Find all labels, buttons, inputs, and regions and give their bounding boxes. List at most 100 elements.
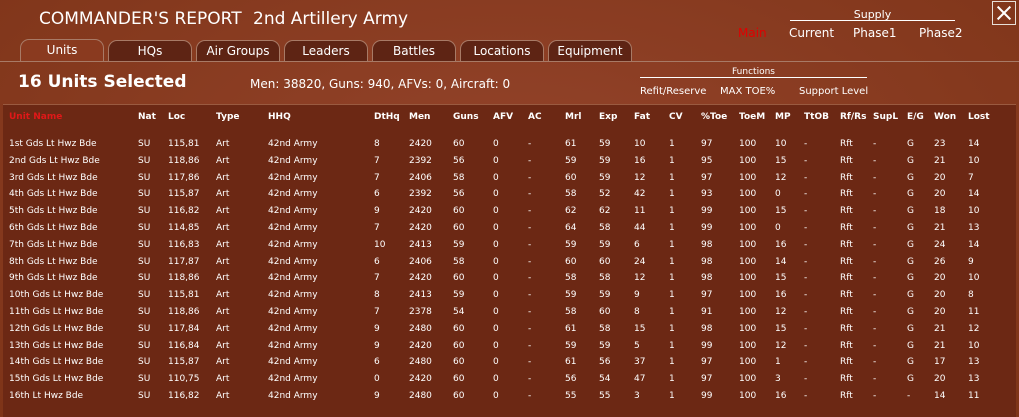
column-header-hhq[interactable]: HHQ bbox=[268, 112, 291, 122]
cell-mp: 12 bbox=[775, 340, 787, 351]
cell-ttob: - bbox=[804, 223, 808, 233]
column-header-men[interactable]: Men bbox=[409, 112, 431, 122]
column-header-dthq[interactable]: DtHq bbox=[374, 112, 400, 122]
cell-lost: 13 bbox=[968, 223, 980, 233]
column-header-nat[interactable]: Nat bbox=[138, 112, 156, 122]
cell-supl: - bbox=[873, 374, 877, 385]
cell-dthq: 7 bbox=[374, 273, 380, 284]
supply-option-current[interactable]: Current bbox=[789, 26, 835, 40]
cell-lost: 8 bbox=[968, 290, 974, 301]
column-header-rf-rs[interactable]: Rf/Rs bbox=[840, 112, 867, 122]
cell-hhq: 42nd Army bbox=[268, 374, 318, 385]
table-row[interactable]: 14th Gds Lt Hwz Bde SU 115,87 Art 42nd Army 6… bbox=[0, 354, 1019, 370]
column-header-type[interactable]: Type bbox=[216, 112, 240, 122]
cell-nat: SU bbox=[138, 323, 151, 334]
column-header-ac[interactable]: AC bbox=[528, 112, 542, 122]
cell-guns: 56 bbox=[453, 189, 465, 200]
supply-option-phase1[interactable]: Phase1 bbox=[853, 26, 897, 40]
column-header-supl[interactable]: SupL bbox=[873, 112, 899, 122]
cell-type: Art bbox=[216, 357, 230, 368]
table-row[interactable]: 3rd Gds Lt Hwz Bde SU 117,86 Art 42nd Army 7 2… bbox=[0, 170, 1019, 186]
tab-leaders[interactable]: Leaders bbox=[284, 40, 368, 61]
column-header-toem[interactable]: ToeM bbox=[739, 112, 766, 122]
supply-option-main[interactable]: Main bbox=[738, 26, 767, 40]
tab-locations[interactable]: Locations bbox=[460, 40, 544, 61]
cell-loc: 110,75 bbox=[168, 374, 200, 385]
supply-option-phase2[interactable]: Phase2 bbox=[919, 26, 963, 40]
close-icon[interactable] bbox=[992, 1, 1016, 25]
table-row[interactable]: 7th Gds Lt Hwz Bde SU 116,83 Art 42nd Army 10… bbox=[0, 237, 1019, 253]
max-toe-button[interactable]: MAX TOE% bbox=[720, 86, 776, 97]
column-header-guns[interactable]: Guns bbox=[453, 112, 479, 122]
cell-lost: 14 bbox=[968, 189, 980, 200]
column-header-cv[interactable]: CV bbox=[669, 112, 683, 122]
cell-toem: 100 bbox=[739, 155, 757, 166]
tab-battles[interactable]: Battles bbox=[372, 40, 456, 61]
cell-loc: 118,86 bbox=[168, 307, 200, 317]
column-header-ttob[interactable]: TtOB bbox=[804, 112, 829, 122]
cell-won: 21 bbox=[934, 340, 946, 351]
column-header-exp[interactable]: Exp bbox=[599, 112, 618, 122]
cell-rf-rs: Rft bbox=[840, 273, 853, 284]
cell-unit-name: 3rd Gds Lt Hwz Bde bbox=[9, 172, 98, 183]
table-row[interactable]: 8th Gds Lt Hwz Bde SU 117,87 Art 42nd Army 6 2… bbox=[0, 254, 1019, 270]
table-row[interactable]: 4th Gds Lt Hwz Bde SU 115,87 Art 42nd Army 6 2… bbox=[0, 186, 1019, 202]
cell-mp: 12 bbox=[775, 172, 787, 183]
cell-loc: 118,86 bbox=[168, 155, 200, 166]
table-row[interactable]: 2nd Gds Lt Hwz Bde SU 118,86 Art 42nd Army 7 2… bbox=[0, 153, 1019, 169]
tab-hqs[interactable]: HQs bbox=[108, 40, 192, 61]
tab-air-groups[interactable]: Air Groups bbox=[196, 40, 280, 61]
cell-hhq: 42nd Army bbox=[268, 223, 318, 233]
column-header-afv[interactable]: AFV bbox=[493, 112, 514, 122]
table-row[interactable]: 10th Gds Lt Hwz Bde SU 115,81 Art 42nd Army 8… bbox=[0, 287, 1019, 303]
cell-cv: 1 bbox=[669, 206, 675, 217]
column-header-won[interactable]: Won bbox=[934, 112, 957, 122]
cell-won: 14 bbox=[934, 391, 946, 401]
column-header-pct-toe[interactable]: %Toe bbox=[701, 112, 728, 122]
cell-loc: 117,87 bbox=[168, 256, 200, 267]
cell-guns: 60 bbox=[453, 357, 465, 368]
column-header-mp[interactable]: MP bbox=[775, 112, 791, 122]
table-row[interactable]: 11th Gds Lt Hwz Bde SU 118,86 Art 42nd Army 7… bbox=[0, 304, 1019, 320]
column-header-fat[interactable]: Fat bbox=[634, 112, 650, 122]
cell-cv: 1 bbox=[669, 290, 675, 301]
column-header-unit-name[interactable]: Unit Name bbox=[9, 112, 63, 122]
cell-won: 21 bbox=[934, 223, 946, 233]
table-row[interactable]: 9th Gds Lt Hwz Bde SU 118,86 Art 42nd Army 7 2… bbox=[0, 270, 1019, 286]
cell-hhq: 42nd Army bbox=[268, 239, 318, 250]
cell-won: 17 bbox=[934, 357, 946, 368]
cell-supl: - bbox=[873, 290, 877, 301]
refit-reserve-button[interactable]: Refit/Reserve bbox=[640, 86, 707, 97]
table-row[interactable]: 12th Gds Lt Hwz Bde SU 117,84 Art 42nd Army 9… bbox=[0, 321, 1019, 337]
column-header-e-g[interactable]: E/G bbox=[907, 112, 924, 122]
cell-men: 2392 bbox=[409, 155, 432, 166]
cell-mrl: 59 bbox=[565, 155, 577, 166]
cell-men: 2378 bbox=[409, 307, 432, 317]
cell-won: 24 bbox=[934, 239, 946, 250]
cell-exp: 58 bbox=[599, 273, 611, 284]
cell-men: 2480 bbox=[409, 357, 432, 368]
table-row[interactable]: 15th Gds Lt Hwz Bde SU 110,75 Art 42nd Army 0… bbox=[0, 371, 1019, 387]
cell-guns: 60 bbox=[453, 374, 465, 385]
cell-rf-rs: Rft bbox=[840, 223, 853, 233]
table-row[interactable]: 6th Gds Lt Hwz Bde SU 114,85 Art 42nd Army 7 2… bbox=[0, 220, 1019, 236]
table-row[interactable]: 13th Gds Lt Hwz Bde SU 116,84 Art 42nd Army 9… bbox=[0, 338, 1019, 354]
column-header-lost[interactable]: Lost bbox=[968, 112, 990, 122]
cell-supl: - bbox=[873, 307, 877, 317]
cell-rf-rs: Rft bbox=[840, 256, 853, 267]
support-level-button[interactable]: Support Level bbox=[799, 86, 869, 97]
cell-fat: 11 bbox=[634, 206, 646, 217]
cell-guns: 54 bbox=[453, 307, 465, 317]
table-row[interactable]: 5th Gds Lt Hwz Bde SU 116,82 Art 42nd Army 9 2… bbox=[0, 203, 1019, 219]
cell-lost: 10 bbox=[968, 273, 980, 284]
column-header-loc[interactable]: Loc bbox=[168, 112, 186, 122]
tab-units[interactable]: Units bbox=[20, 39, 104, 61]
table-row[interactable]: 1st Gds Lt Hwz Bde SU 115,81 Art 42nd Army 8 2… bbox=[0, 136, 1019, 152]
cell-pct-toe: 99 bbox=[701, 391, 713, 401]
column-header-mrl[interactable]: Mrl bbox=[565, 112, 582, 122]
tab-equipment[interactable]: Equipment bbox=[548, 40, 632, 61]
cell-mp: 3 bbox=[775, 374, 781, 385]
table-row[interactable]: 16th Lt Hwz Bde SU 116,82 Art 42nd Army 9 2480… bbox=[0, 388, 1019, 404]
cell-lost: 14 bbox=[968, 239, 980, 250]
cell-won: 20 bbox=[934, 374, 946, 385]
